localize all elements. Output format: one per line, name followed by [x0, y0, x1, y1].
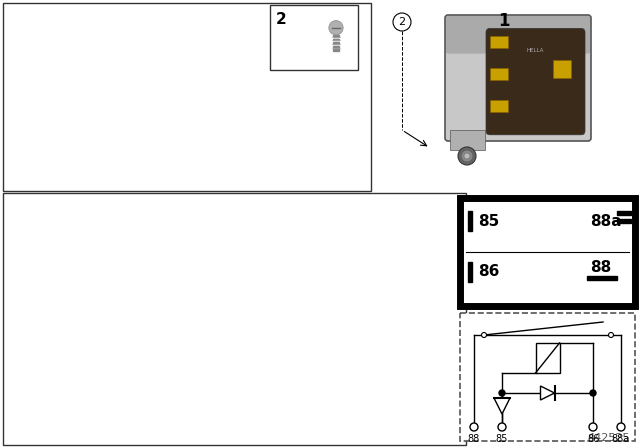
- Text: 85: 85: [478, 215, 499, 229]
- Text: 442525: 442525: [588, 433, 630, 443]
- Circle shape: [590, 390, 596, 396]
- Bar: [3, 193, 466, 445]
- Bar: [333, 49, 339, 51]
- Text: 86: 86: [478, 264, 499, 280]
- Bar: [333, 35, 339, 37]
- Bar: [536, 343, 559, 373]
- Text: 88a: 88a: [590, 215, 621, 229]
- Bar: [460, 198, 635, 306]
- Bar: [468, 262, 472, 282]
- Text: 88: 88: [468, 434, 480, 444]
- Circle shape: [589, 423, 597, 431]
- Bar: [617, 211, 631, 215]
- Circle shape: [481, 332, 486, 337]
- Circle shape: [461, 150, 473, 162]
- Text: 85: 85: [496, 434, 508, 444]
- Bar: [270, 5, 358, 70]
- Circle shape: [458, 147, 476, 165]
- Bar: [460, 313, 635, 441]
- Bar: [333, 39, 339, 40]
- Circle shape: [470, 423, 478, 431]
- Bar: [450, 130, 485, 150]
- Circle shape: [499, 390, 505, 396]
- Bar: [490, 69, 508, 80]
- Bar: [333, 42, 339, 44]
- Bar: [617, 219, 631, 223]
- Circle shape: [498, 423, 506, 431]
- Bar: [553, 60, 571, 78]
- Circle shape: [464, 153, 470, 159]
- Bar: [490, 99, 508, 112]
- Text: 2: 2: [276, 12, 287, 27]
- Polygon shape: [541, 386, 554, 400]
- Bar: [490, 36, 508, 48]
- Text: 88a: 88a: [612, 434, 630, 444]
- Circle shape: [329, 21, 343, 35]
- Bar: [3, 3, 371, 191]
- Text: HELLA: HELLA: [526, 48, 543, 53]
- Circle shape: [393, 13, 411, 31]
- FancyBboxPatch shape: [445, 15, 591, 141]
- FancyBboxPatch shape: [486, 28, 585, 135]
- Bar: [468, 211, 472, 231]
- Text: 88: 88: [590, 259, 611, 275]
- Polygon shape: [494, 398, 510, 414]
- Bar: [333, 46, 339, 47]
- Bar: [587, 276, 617, 280]
- Text: 86: 86: [587, 434, 599, 444]
- Circle shape: [609, 332, 614, 337]
- Text: 2: 2: [399, 17, 406, 27]
- Circle shape: [617, 423, 625, 431]
- FancyBboxPatch shape: [446, 16, 590, 54]
- Text: 1: 1: [498, 12, 509, 30]
